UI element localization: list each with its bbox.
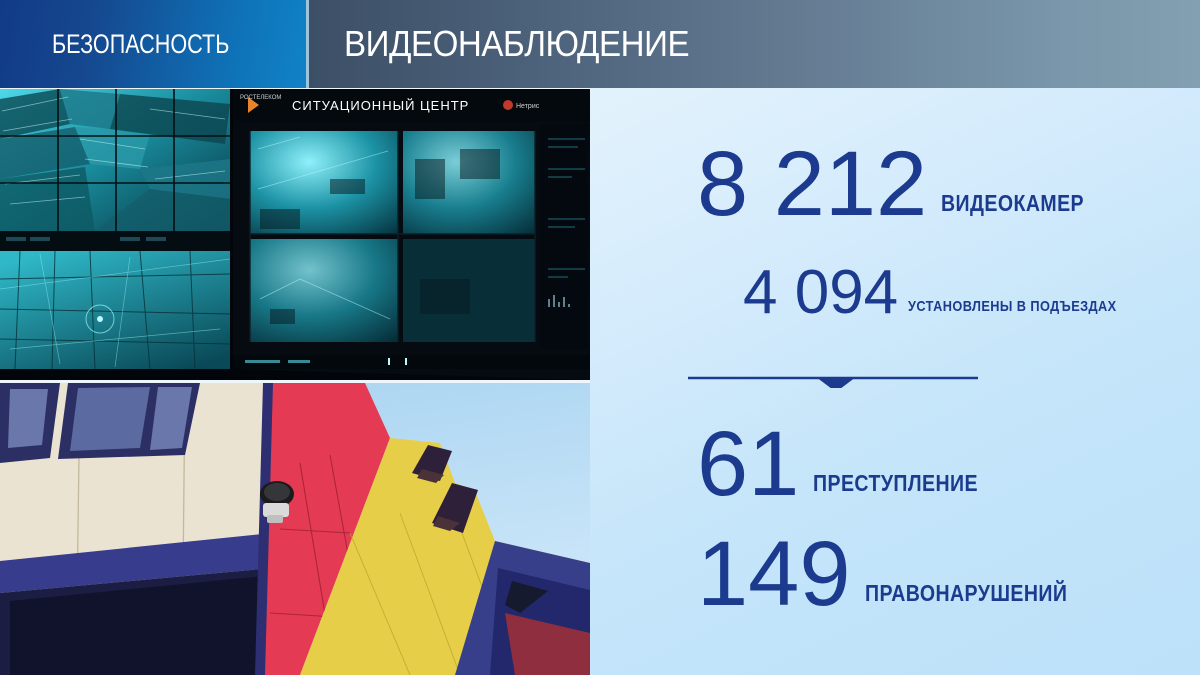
svg-text:Нетрис: Нетрис xyxy=(516,103,540,110)
svg-text:РОСТЕЛЕКОМ: РОСТЕЛЕКОМ xyxy=(240,95,281,101)
svg-text:СИТУАЦИОННЫЙ ЦЕНТР: СИТУАЦИОННЫЙ ЦЕНТР xyxy=(292,98,469,113)
